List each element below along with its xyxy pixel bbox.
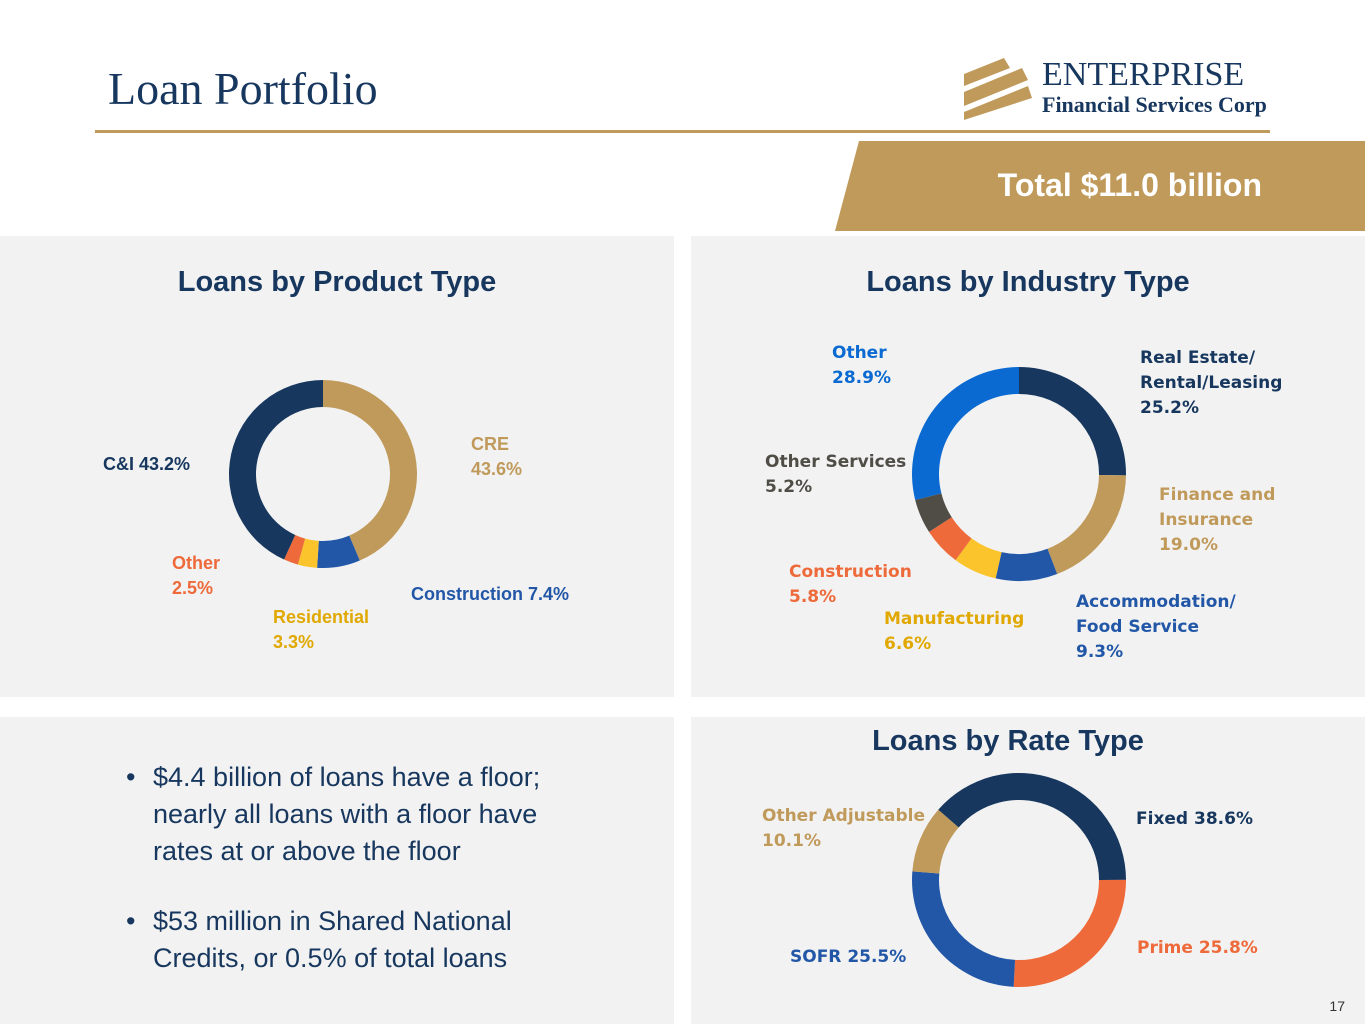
slice-other [284,534,306,565]
slice-accommodation-food-service [995,548,1058,581]
slice-real-estate-rental-leasing [1019,367,1126,476]
industry-panel: Loans by Industry Type [691,236,1365,697]
rate-chart-title: Loans by Rate Type [872,725,1144,757]
slice-sofr [911,871,1016,987]
label-ci: C&I 43.2% [103,454,191,474]
logo-mark-icon [964,58,1032,120]
label-fixed: Fixed 38.6% [1136,809,1253,829]
label-real-estate: Real Estate/ Rental/Leasing 25.2% [1140,348,1283,418]
slice-construction [929,517,972,561]
page-title: Loan Portfolio [108,63,378,114]
label-manufacturing: Manufacturing 6.6% [884,609,1025,654]
slice-construction [317,535,360,568]
label-other-industry: Other 28.9% [832,343,891,388]
total-text: Total $11.0 billion [997,167,1262,203]
label-finance: Finance and Insurance 19.0% [1159,485,1276,555]
slice-other-adjustable [912,809,959,874]
slice-c-i [228,379,323,560]
label-accommodation: Accommodation/ Food Service 9.3% [1076,592,1236,662]
slice-other [912,366,1019,500]
slice-residential [297,538,319,568]
label-construction: Construction 7.4% [411,584,570,604]
total-banner: Total $11.0 billion [835,141,1365,231]
label-construction-industry: Construction 5.8% [789,562,912,607]
label-other-services: Other Services 5.2% [765,452,907,497]
bullet-snc: $53 million in Shared National Credits, … [120,903,580,977]
logo-name: ENTERPRISE [1042,56,1245,93]
label-prime: Prime 25.8% [1137,938,1258,958]
label-other-adjustable: Other Adjustable 10.1% [762,806,926,851]
logo-subtitle: Financial Services Corp [1042,92,1267,117]
label-other: Other 2.5% [172,553,221,598]
slice-fixed [938,772,1126,880]
label-cre: CRE 43.6% [471,434,523,479]
notes-panel: $4.4 billion of loans have a floor; near… [0,717,674,1024]
company-logo: ENTERPRISE Financial Services Corp [962,56,1272,120]
slice-finance-and-insurance [1047,475,1126,574]
header-divider [95,130,1270,133]
slice-prime [1013,879,1127,987]
slice-cre [323,379,417,561]
product-chart-title: Loans by Product Type [177,266,497,298]
page-number: 17 [1329,998,1345,1014]
slice-other-services [915,493,952,532]
bullet-floor: $4.4 billion of loans have a floor; near… [120,759,580,870]
slice-manufacturing [955,538,1002,579]
label-residential: Residential 3.3% [273,607,370,652]
product-panel: Loans by Product Type [0,236,674,697]
industry-chart-title: Loans by Industry Type [866,266,1190,298]
label-sofr: SOFR 25.5% [790,947,907,967]
